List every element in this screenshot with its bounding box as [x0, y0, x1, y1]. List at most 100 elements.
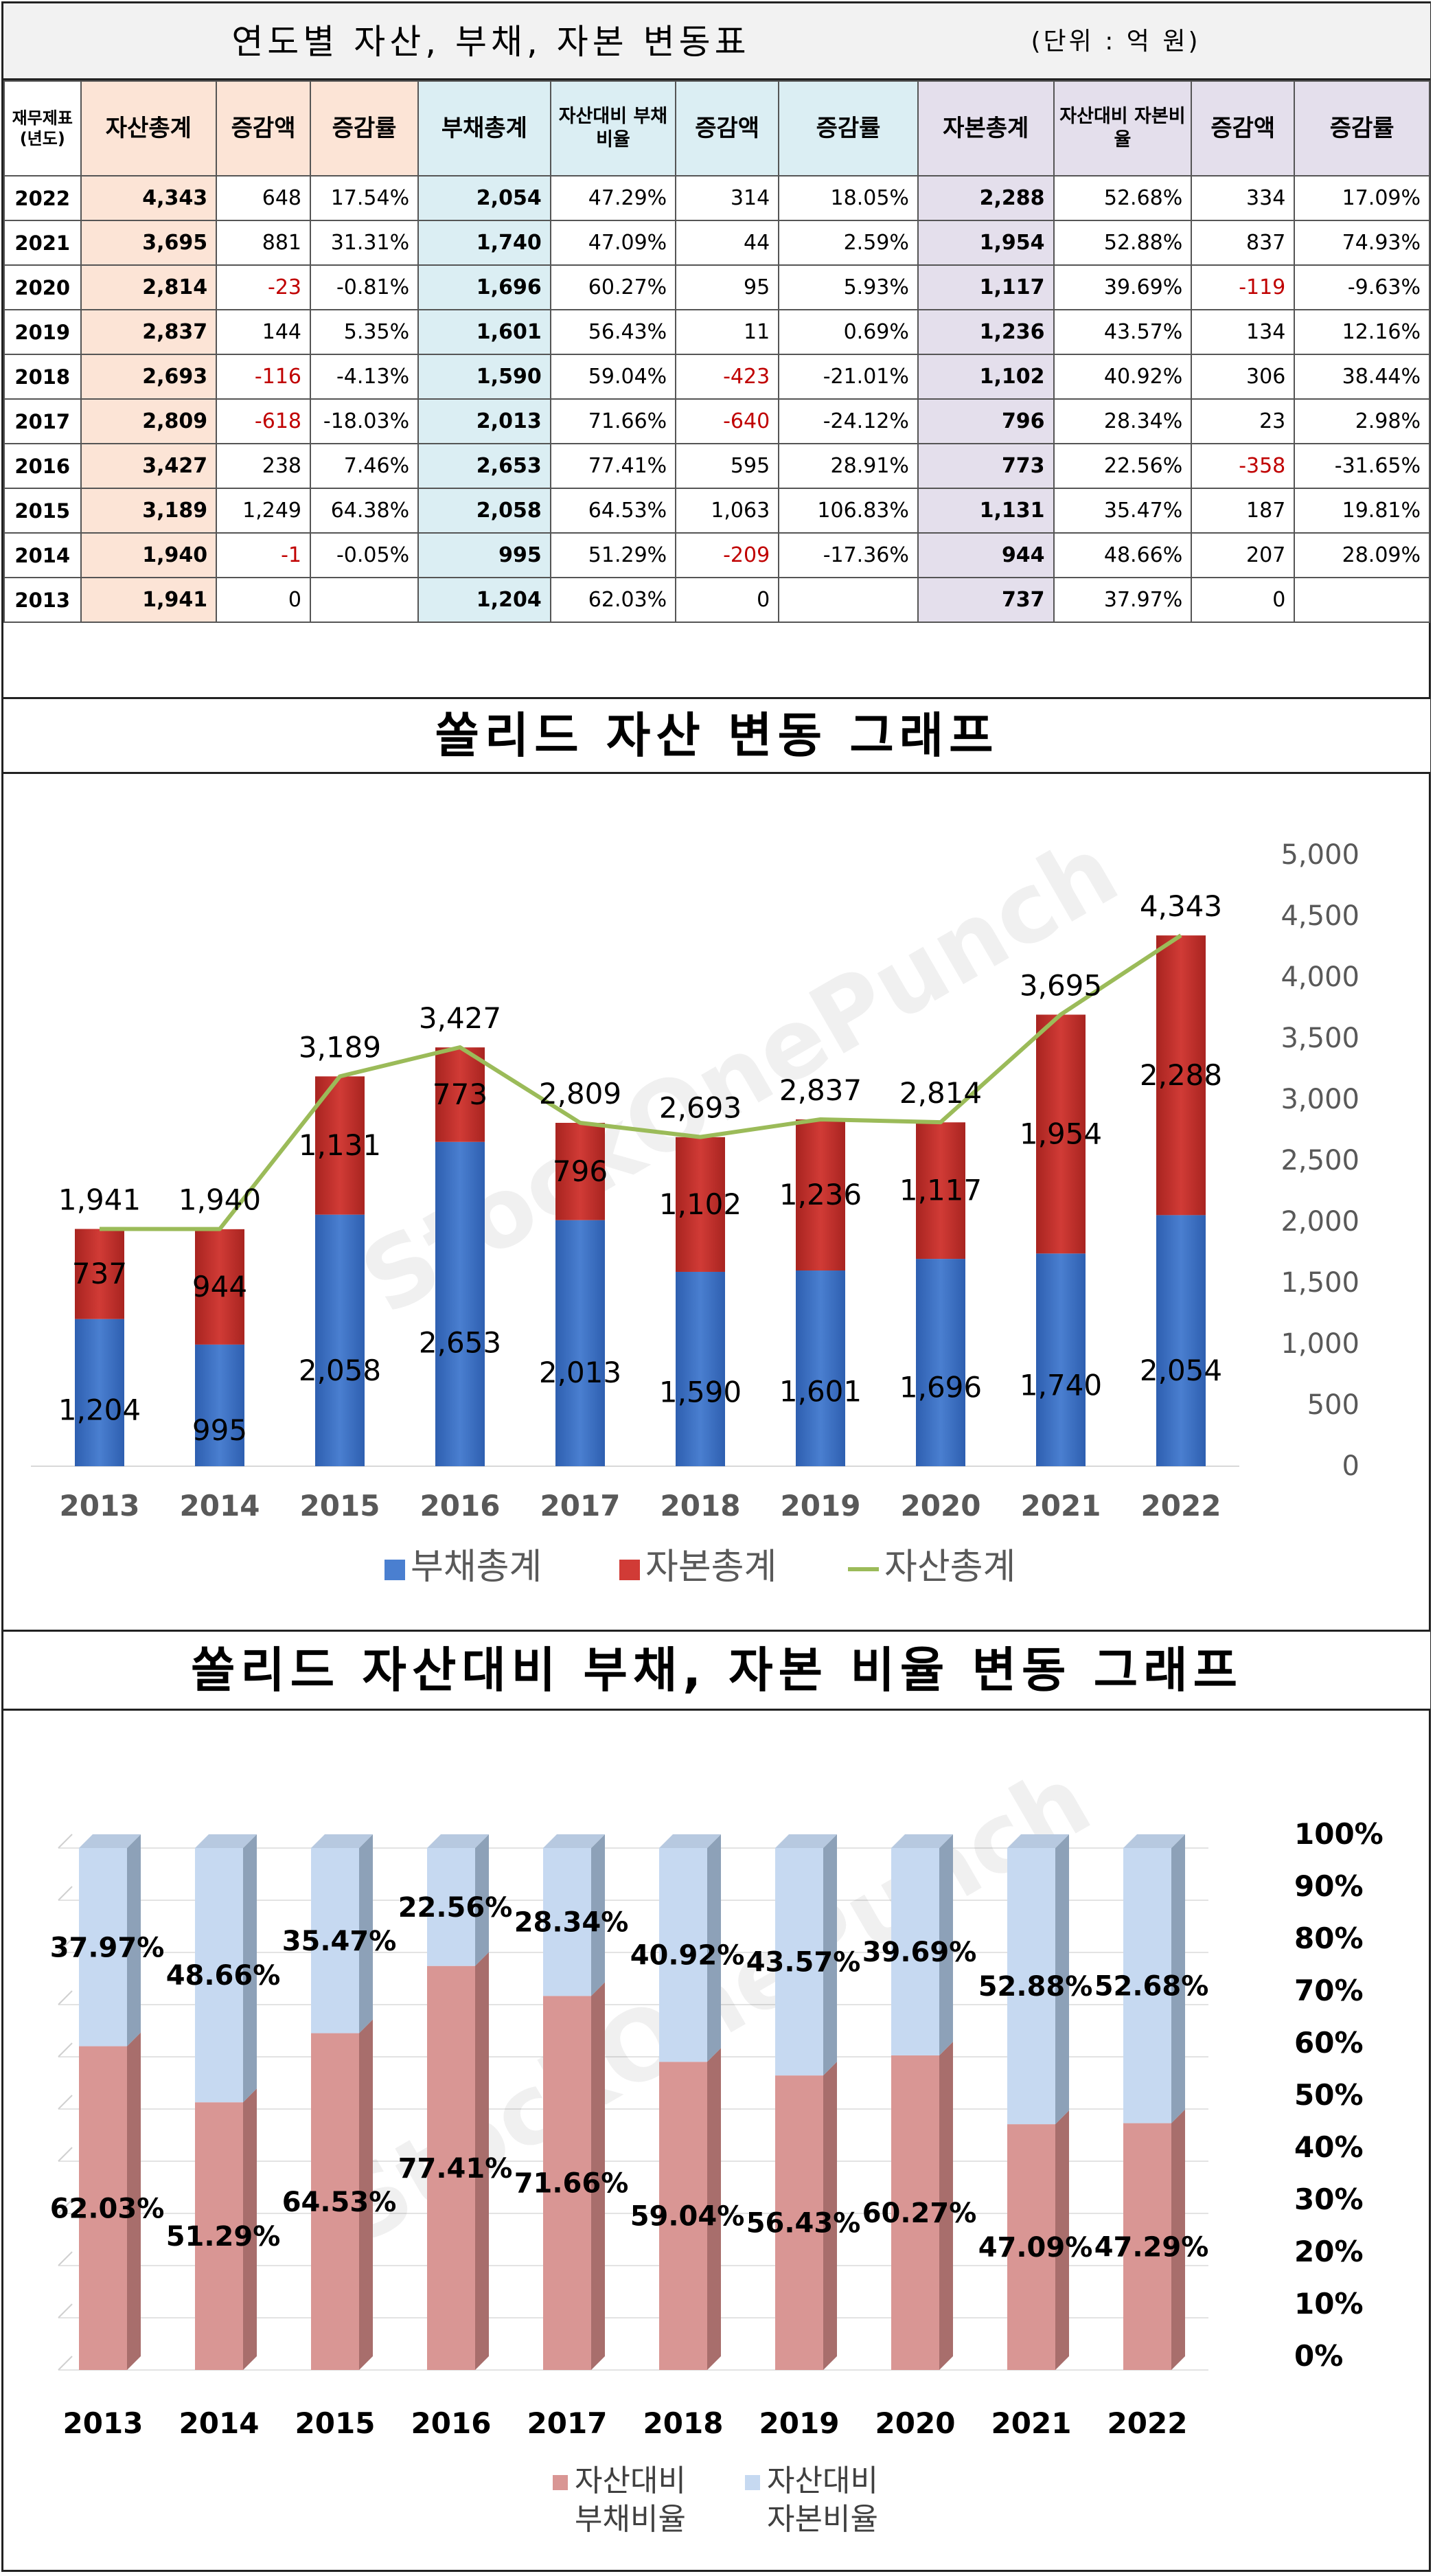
- cell-debt-change: 95: [675, 264, 780, 310]
- cell-debt-rate: 0.69%: [778, 309, 919, 355]
- cell-assets-change: 1,249: [216, 488, 311, 534]
- x-tick-label: 2017: [527, 2406, 608, 2440]
- table-row: 2021 3,695 881 31.31% 1,740 47.09% 44 2.59% 1,95…: [3, 220, 1430, 266]
- gridline-depth: [58, 2251, 73, 2266]
- debt-bar: [1156, 1215, 1206, 1466]
- debt-value-label: 2,054: [1140, 1354, 1222, 1387]
- cell-capital-ratio: 35.47%: [1053, 488, 1193, 534]
- cell-capital-total: 796: [917, 398, 1055, 444]
- cell-capital-rate: -31.65%: [1294, 443, 1430, 489]
- capital-ratio-bar: [659, 1848, 707, 2062]
- cell-debt-total: 2,653: [417, 443, 551, 489]
- cell-debt-total: 1,601: [417, 309, 551, 355]
- assets-value-label: 3,695: [1020, 968, 1102, 1002]
- chart2-title: 쏠리드 자산대비 부채, 자본 비율 변동 그래프: [3, 1630, 1430, 1711]
- cell-assets-change: -23: [216, 264, 311, 310]
- bar-top: [79, 1834, 141, 1848]
- debt-ratio-bar: [311, 2033, 359, 2370]
- cell-capital-total: 944: [917, 532, 1055, 578]
- debt-value-label: 1,696: [899, 1370, 982, 1404]
- legend-debt-label: 부채총계: [411, 1547, 542, 1588]
- y-tick-label: 0: [1342, 1450, 1359, 1482]
- cell-debt-total: 1,740: [417, 220, 551, 266]
- x-tick-label: 2017: [540, 1489, 621, 1523]
- cell-debt-rate: 2.59%: [778, 220, 919, 266]
- capital-ratio-label: 40.92%: [630, 1940, 745, 1972]
- debt-bar: [315, 1214, 365, 1466]
- capital-value-label: 796: [553, 1154, 608, 1188]
- gridline-depth: [58, 1886, 73, 1901]
- cell-assets-change: -116: [216, 354, 311, 400]
- cell-debt-ratio: 77.41%: [549, 443, 677, 489]
- cell-assets-change: 881: [216, 220, 311, 266]
- debt-ratio-label: 60.27%: [862, 2198, 977, 2229]
- y-tick-label: 1,000: [1281, 1328, 1359, 1360]
- capital-ratio-bar-side: [823, 1834, 837, 2076]
- header-debt-change: 증감액: [675, 80, 780, 176]
- y-tick-label: 5,000: [1281, 839, 1359, 871]
- debt-value-label: 995: [192, 1413, 247, 1447]
- debt-ratio-bar-side: [707, 2048, 721, 2370]
- capital-ratio-label: 35.47%: [282, 1926, 397, 1957]
- cell-capital-rate: 74.93%: [1294, 220, 1430, 266]
- y-tick-label: 40%: [1294, 2130, 1364, 2164]
- debt-ratio-label: 47.09%: [978, 2232, 1093, 2264]
- legend-capital-ratio-swatch: [745, 2475, 760, 2490]
- cell-capital-change: 837: [1191, 220, 1296, 266]
- x-tick-label: 2022: [1107, 2406, 1188, 2440]
- table-row: 2022 4,343 648 17.54% 2,054 47.29% 314 18.05% 2,…: [3, 175, 1430, 221]
- cell-capital-total: 2,288: [917, 175, 1055, 221]
- table-unit: (단위 : 억 원): [1031, 27, 1201, 56]
- header-debt-rate: 증감률: [778, 80, 919, 176]
- debt-bar: [435, 1141, 485, 1466]
- debt-ratio-bar: [775, 2075, 823, 2370]
- cell-assets-total: 4,343: [80, 175, 218, 221]
- y-tick-label: 2,000: [1281, 1206, 1359, 1238]
- gridline-depth: [58, 2147, 73, 2162]
- cell-assets-rate: [309, 577, 420, 623]
- cell-capital-change: 23: [1191, 398, 1296, 444]
- cell-assets-rate: 31.31%: [309, 220, 420, 266]
- cell-assets-rate: 7.46%: [309, 443, 420, 489]
- cell-assets-rate: 64.38%: [309, 488, 420, 534]
- table-row: 2017 2,809 -618 -18.03% 2,013 71.66% -640 -24.1…: [3, 398, 1430, 444]
- x-tick-label: 2014: [180, 1489, 260, 1523]
- debt-bar: [555, 1220, 605, 1466]
- capital-bar: [555, 1122, 605, 1220]
- bar-top: [427, 1834, 489, 1848]
- capital-bar: [796, 1119, 845, 1271]
- cell-capital-ratio: 40.92%: [1053, 354, 1193, 400]
- cell-debt-ratio: 71.66%: [549, 398, 677, 444]
- capital-bar: [75, 1229, 124, 1319]
- table-row: 2019 2,837 144 5.35% 1,601 56.43% 11 0.69% 1,236…: [3, 309, 1430, 355]
- cell-assets-total: 1,940: [80, 532, 218, 578]
- cell-capital-ratio: 22.56%: [1053, 443, 1193, 489]
- y-tick-label: 50%: [1294, 2078, 1364, 2112]
- debt-ratio-bar-side: [939, 2041, 953, 2370]
- cell-debt-ratio: 56.43%: [549, 309, 677, 355]
- bar-top: [775, 1834, 837, 1848]
- cell-debt-total: 1,590: [417, 354, 551, 400]
- capital-ratio-bar: [79, 1848, 127, 2047]
- cell-assets-rate: -0.05%: [309, 532, 420, 578]
- debt-bar: [75, 1319, 124, 1466]
- cell-assets-change: 238: [216, 443, 311, 489]
- capital-bar: [676, 1137, 725, 1272]
- debt-bar: [195, 1344, 244, 1466]
- cell-debt-change: 11: [675, 309, 780, 355]
- cell-debt-change: 1,063: [675, 488, 780, 534]
- x-tick-label: 2020: [875, 2406, 956, 2440]
- capital-ratio-bar: [427, 1848, 475, 1966]
- gridline-depth: [58, 2095, 73, 2110]
- debt-ratio-bar-side: [1055, 2110, 1069, 2370]
- cell-capital-total: 773: [917, 443, 1055, 489]
- capital-ratio-bar-side: [127, 1834, 141, 2047]
- assets-value-label: 2,837: [779, 1073, 862, 1107]
- table-row: 2016 3,427 238 7.46% 2,653 77.41% 595 28.91% 773…: [3, 443, 1430, 489]
- y-tick-label: 500: [1307, 1389, 1359, 1421]
- cell-debt-total: 2,013: [417, 398, 551, 444]
- y-tick-label: 80%: [1294, 1922, 1364, 1955]
- debt-ratio-bar-side: [475, 1952, 489, 2370]
- y-tick-label: 0%: [1294, 2339, 1343, 2373]
- gridline-depth: [58, 1938, 73, 1953]
